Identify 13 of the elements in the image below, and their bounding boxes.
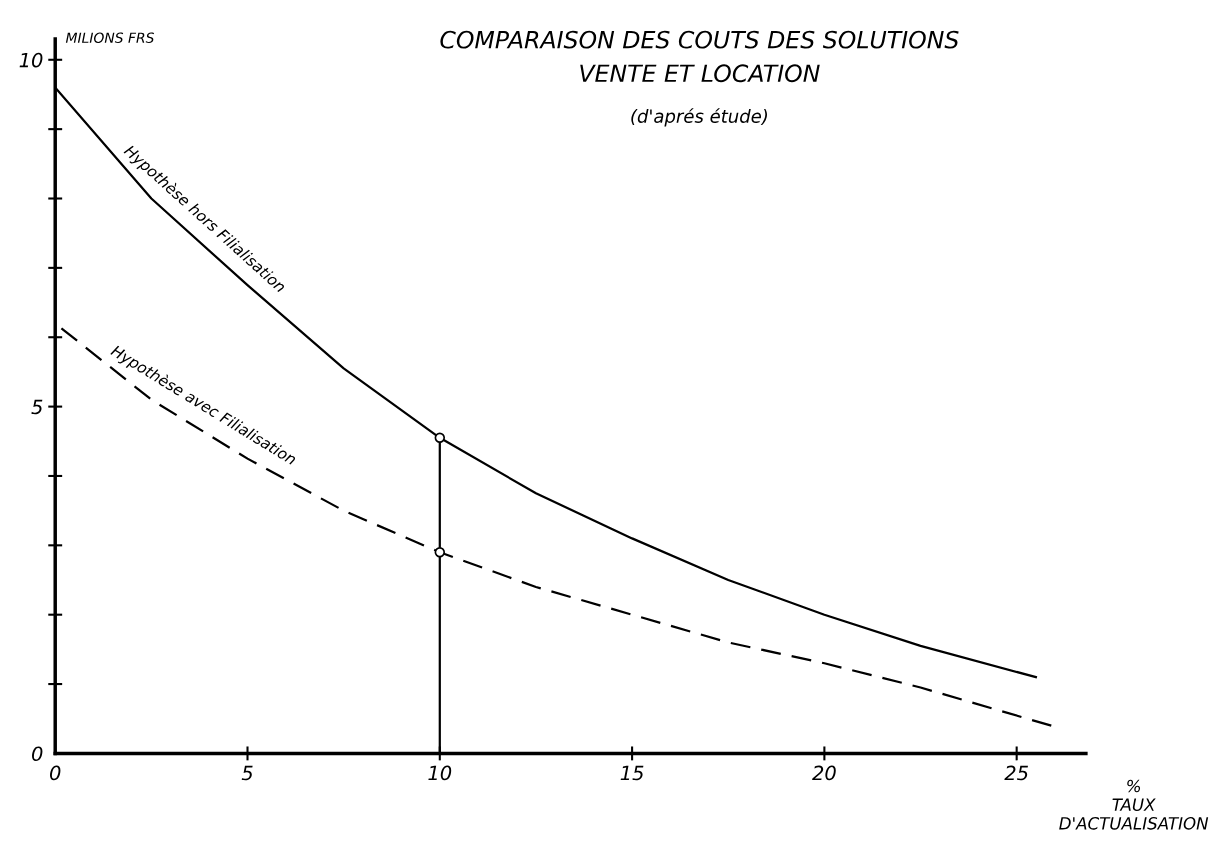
text: (d'aprés étude) xyxy=(631,108,767,127)
x-tick-label: 15 xyxy=(620,765,644,781)
y-axis-title: MILIONS FRS xyxy=(65,32,154,43)
y-tick-label: 5 xyxy=(31,399,43,415)
x-tick-label: 5 xyxy=(241,765,253,781)
x-tick-label: 25 xyxy=(1004,765,1028,781)
y-tick-label: 10 xyxy=(19,52,43,68)
chart-title: COMPARAISON DES COUTS DES SOLUTIONS VENTE ET LOCATION xyxy=(440,30,959,83)
x-tick-label: 10 xyxy=(428,765,452,781)
x-tick-label: 20 xyxy=(812,765,836,781)
y-tick-label: 0 xyxy=(32,746,43,762)
x-axis-title: % TAUX D'ACTUALISATION xyxy=(1059,779,1209,830)
x-tick-label: 0 xyxy=(50,765,61,781)
